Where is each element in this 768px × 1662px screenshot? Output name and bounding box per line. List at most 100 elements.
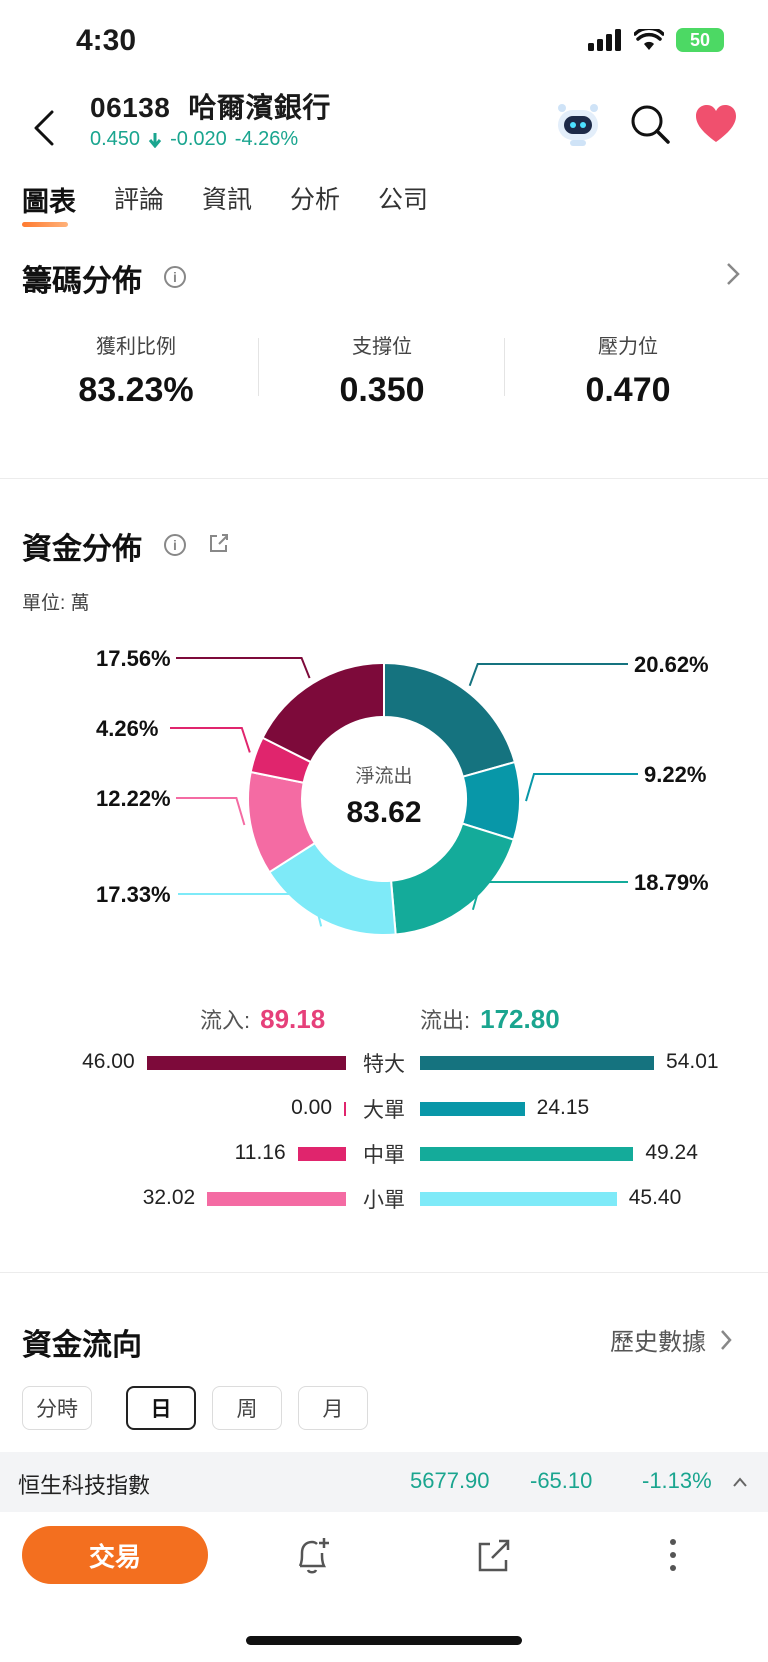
outflow-bar <box>420 1102 525 1116</box>
share-button[interactable] <box>476 1538 512 1579</box>
inflow-summary: 流入: 89.18 <box>200 1003 325 1035</box>
period-month-button[interactable]: 月 <box>298 1386 368 1430</box>
home-indicator <box>246 1636 522 1645</box>
tab-chart[interactable]: 圖表 <box>22 180 76 227</box>
stock-name: 哈爾濱銀行 <box>188 92 331 123</box>
donut-center-label: 淨流出 <box>355 765 412 787</box>
flow-bar-row: 11.16 中單 49.24 <box>0 1139 768 1169</box>
outflow-bar <box>420 1147 634 1161</box>
donut-slice <box>383 661 517 778</box>
chips-title: 籌碼分佈 <box>22 265 142 298</box>
stat-label: 壓力位 <box>598 336 658 358</box>
donut-leaders: 20.62% 9.22% 18.79% 17.33% 12.22% 4.26% 17.56% <box>96 646 709 927</box>
stat-resistance: 壓力位 0.470 <box>506 330 750 410</box>
outflow-summary: 流出: 172.80 <box>420 1003 560 1035</box>
donut-leader-line <box>178 893 323 927</box>
battery-level: 50 <box>689 29 711 50</box>
index-value: 5677.90 <box>410 1468 490 1493</box>
stat-value: 83.23% <box>78 371 194 409</box>
flow-category-label: 大單 <box>363 1099 405 1122</box>
status-time: 4:30 <box>76 24 137 57</box>
index-ticker-bar[interactable]: 恒生科技指數 5677.90 -65.10 -1.13% <box>0 1452 768 1512</box>
info-icon[interactable]: i <box>164 534 186 556</box>
stat-profit-ratio: 獲利比例 83.23% <box>14 330 258 410</box>
inflow-bar <box>297 1147 346 1161</box>
period-week-button[interactable]: 周 <box>212 1386 282 1430</box>
donut-slices <box>247 661 521 936</box>
outflow-label: 流出: <box>420 1008 471 1033</box>
flow-category-label: 中單 <box>363 1144 405 1167</box>
stock-change: -0.020 <box>170 128 227 150</box>
flow-bar-row: 46.00 特大 54.01 <box>0 1048 768 1078</box>
chevron-right-icon <box>721 1329 732 1350</box>
favorite-heart-icon[interactable] <box>694 104 738 144</box>
flow-category-label: 小單 <box>363 1189 405 1212</box>
tab-company[interactable]: 公司 <box>378 186 429 214</box>
donut-leader-line <box>471 881 628 911</box>
donut-leader-line <box>176 797 246 826</box>
chevron-up-icon[interactable] <box>732 1476 748 1488</box>
stock-price: 0.450 <box>90 128 141 150</box>
inflow-value: 11.16 <box>234 1141 286 1164</box>
flow-category-label: 特大 <box>363 1053 405 1076</box>
donut-slice-label: 12.22% <box>96 786 171 811</box>
outflow-value: 24.15 <box>536 1096 590 1119</box>
period-day-button[interactable]: 日 <box>126 1386 196 1430</box>
history-data-label: 歷史數據 <box>610 1329 706 1356</box>
stat-label: 獲利比例 <box>96 336 176 358</box>
battery-icon: 50 <box>676 28 724 52</box>
share-icon <box>478 1539 510 1572</box>
search-icon[interactable] <box>628 102 672 146</box>
tab-news[interactable]: 資訊 <box>202 186 253 214</box>
inflow-bar <box>344 1102 346 1116</box>
tab-analysis[interactable]: 分析 <box>290 186 341 214</box>
price-alert-button[interactable] <box>294 1536 332 1581</box>
inflow-bar <box>207 1192 346 1206</box>
donut-slice <box>261 661 385 764</box>
status-icons: 50 <box>588 28 724 52</box>
signal-icon <box>588 29 621 51</box>
inflow-bar <box>146 1056 346 1070</box>
donut-chart: 20.62% 9.22% 18.79% 17.33% 12.22% 4.26% 17.56%… <box>96 646 709 936</box>
wifi-icon <box>634 29 664 50</box>
section-divider <box>0 478 768 479</box>
inflow-value: 0.00 <box>291 1096 332 1119</box>
outflow-bar <box>420 1056 655 1070</box>
inflow-value: 32.02 <box>142 1186 196 1209</box>
divider <box>258 338 259 396</box>
donut-slice <box>389 822 516 936</box>
index-change: -65.10 <box>530 1468 593 1493</box>
share-icon[interactable] <box>208 532 230 559</box>
donut-leader-line <box>176 657 311 679</box>
donut-slice-label: 20.62% <box>634 652 709 677</box>
stock-title: 06138 哈爾濱銀行 <box>90 86 331 126</box>
robot-assistant-icon[interactable] <box>554 100 602 148</box>
tab-bar: 圖表 評論 資訊 分析 公司 <box>22 180 466 227</box>
donut-slice-label: 17.33% <box>96 882 171 907</box>
divider <box>504 338 505 396</box>
chips-more-button[interactable] <box>726 262 740 291</box>
donut-slice-label: 9.22% <box>644 762 706 787</box>
history-data-link[interactable]: 歷史數據 <box>610 1322 732 1357</box>
stock-code: 06138 <box>90 92 171 123</box>
index-change-pct: -1.13% <box>642 1468 712 1493</box>
outflow-value: 172.80 <box>480 1004 560 1034</box>
arrow-down-icon <box>148 132 162 148</box>
inflow-value: 46.00 <box>82 1050 135 1073</box>
donut-slice-label: 4.26% <box>96 716 158 741</box>
trade-button[interactable]: 交易 <box>22 1526 208 1584</box>
info-icon[interactable]: i <box>164 266 186 288</box>
unit-label: 單位: 萬 <box>22 593 90 614</box>
fund-title: 資金分佈 <box>22 533 142 566</box>
back-button[interactable] <box>20 104 68 152</box>
outflow-value: 49.24 <box>645 1141 698 1164</box>
more-menu-button[interactable] <box>668 1538 678 1577</box>
stat-value: 0.470 <box>585 371 671 409</box>
donut-slice-label: 17.56% <box>96 646 171 671</box>
more-vertical-icon <box>670 1539 676 1571</box>
chevron-right-icon <box>727 263 740 285</box>
period-minute-button[interactable]: 分時 <box>22 1386 92 1430</box>
tab-comments[interactable]: 評論 <box>114 186 165 214</box>
flow-title: 資金流向 <box>22 1329 142 1362</box>
flow-bar-row: 0.00 大單 24.15 <box>0 1094 768 1124</box>
